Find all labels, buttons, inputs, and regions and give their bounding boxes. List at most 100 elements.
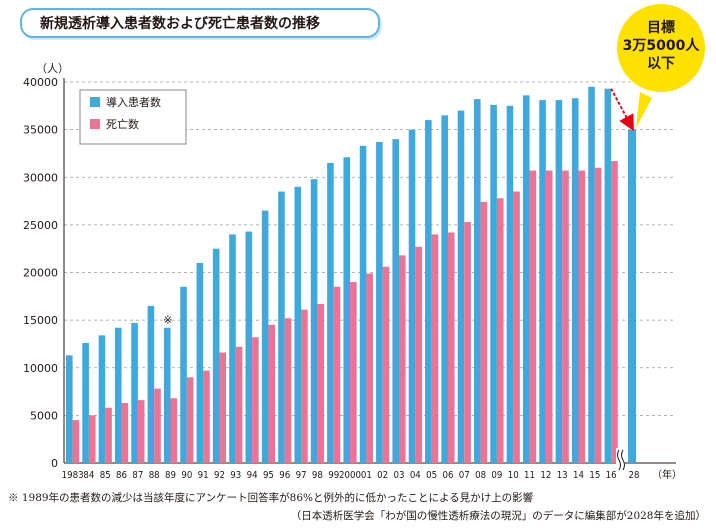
x-tick-label: 06 bbox=[442, 470, 453, 481]
bar-deaths bbox=[382, 266, 390, 463]
bar-deaths bbox=[594, 167, 602, 463]
bar-deaths bbox=[137, 400, 145, 463]
x-tick-label: 13 bbox=[557, 470, 568, 481]
y-tick-label: 35000 bbox=[23, 124, 58, 137]
bar-new-patients bbox=[261, 210, 269, 463]
bar-new-patients bbox=[571, 98, 579, 463]
bar-new-patients bbox=[343, 157, 351, 463]
bar-new-patients bbox=[98, 335, 106, 463]
x-tick-label: 97 bbox=[296, 470, 307, 481]
x-tick-label: 04 bbox=[410, 470, 421, 481]
bar-new-patients bbox=[163, 327, 171, 463]
x-tick-label: 01 bbox=[361, 470, 372, 481]
bar-deaths bbox=[219, 352, 227, 463]
bar-new-patients bbox=[82, 342, 89, 463]
bar-deaths bbox=[447, 232, 455, 463]
bar-deaths bbox=[496, 198, 504, 463]
y-tick-label: 5000 bbox=[30, 409, 58, 422]
y-tick-label: 40000 bbox=[23, 76, 58, 89]
bar-new-patients bbox=[212, 248, 220, 463]
callout-text: 以下 bbox=[647, 56, 675, 72]
axis-break-mark bbox=[617, 449, 621, 471]
bar-deaths bbox=[121, 402, 129, 463]
legend-swatch bbox=[90, 119, 100, 129]
bar-new-patients bbox=[522, 95, 530, 464]
y-tick-label: 20000 bbox=[23, 267, 58, 280]
title-box: 新規透析導入患者数および死亡患者数の推移 bbox=[20, 8, 380, 38]
annotation-mark: ※ bbox=[163, 314, 172, 327]
bar-deaths bbox=[235, 346, 243, 463]
x-tick-label: 94 bbox=[247, 470, 258, 481]
x-tick-label: 02 bbox=[377, 470, 388, 481]
bar-new-patients bbox=[588, 86, 595, 463]
bar-deaths bbox=[186, 377, 194, 463]
bar-deaths bbox=[268, 324, 276, 463]
y-tick-label: 15000 bbox=[23, 314, 58, 327]
bar-new-patients bbox=[147, 305, 155, 463]
bar-new-patients bbox=[327, 162, 334, 463]
x-tick-label: 08 bbox=[475, 470, 486, 481]
bar-new-patients bbox=[310, 179, 318, 463]
callout-text: 目標 bbox=[647, 19, 675, 36]
bar-new-patients bbox=[604, 88, 612, 463]
legend-swatch bbox=[90, 97, 100, 107]
legend-label: 死亡数 bbox=[106, 117, 139, 131]
x-tick-label: 95 bbox=[263, 470, 274, 481]
x-tick-label: 85 bbox=[100, 470, 111, 481]
bar-new-patients bbox=[294, 186, 302, 463]
x-tick-label: 84 bbox=[83, 470, 94, 481]
bar-new-patients bbox=[392, 139, 399, 463]
bar-new-patients bbox=[490, 104, 497, 464]
x-unit-label: （年） bbox=[652, 468, 682, 481]
bar-new-patients bbox=[539, 100, 546, 463]
x-tick-label: 98 bbox=[312, 470, 323, 481]
footnote: ※ 1989年の患者数の減少は当該年度にアンケート回答率が86%と例外的に低かっ… bbox=[8, 492, 534, 504]
bar-deaths bbox=[88, 415, 96, 463]
x-tick-label: 93 bbox=[230, 470, 241, 481]
bar-new-patients bbox=[408, 129, 416, 463]
x-tick-label: 1983 bbox=[62, 470, 84, 481]
bar-deaths bbox=[105, 407, 112, 463]
bar-deaths bbox=[399, 255, 406, 463]
bar-deaths bbox=[415, 246, 422, 463]
x-tick-label: 10 bbox=[508, 470, 519, 481]
x-tick-label: 92 bbox=[214, 470, 225, 481]
bar-new-patients bbox=[278, 191, 285, 463]
x-tick-label: 15 bbox=[589, 470, 600, 481]
bar-new-patients bbox=[441, 115, 448, 464]
bar-deaths bbox=[154, 388, 161, 463]
bar-new-patients bbox=[457, 110, 465, 463]
bar-deaths bbox=[611, 161, 618, 463]
bar-new-patients bbox=[376, 142, 383, 463]
y-tick-label: 0 bbox=[51, 457, 58, 470]
bar-new-patients bbox=[474, 99, 481, 464]
source-note: （日本透析医学会「わが国の慢性透析療法の現況」のデータに編集部が2028年を追加… bbox=[290, 510, 706, 522]
legend-label: 導入患者数 bbox=[106, 95, 161, 109]
bar-deaths bbox=[317, 303, 324, 463]
callout-text: 3万5000人 bbox=[623, 37, 701, 54]
callout-pointer bbox=[636, 92, 652, 128]
bar-new-patients bbox=[425, 120, 432, 463]
bar-new-patients bbox=[506, 105, 514, 463]
target-arrow bbox=[610, 88, 634, 132]
bar-deaths bbox=[252, 337, 259, 463]
bar-deaths bbox=[578, 170, 586, 463]
x-tick-label: 96 bbox=[279, 470, 290, 481]
bar-deaths bbox=[301, 309, 308, 463]
x-tick-label: 12 bbox=[540, 470, 551, 481]
x-tick-label: 99 bbox=[328, 470, 339, 481]
axis-break-mark bbox=[621, 449, 625, 471]
x-tick-label: 09 bbox=[491, 470, 502, 481]
y-tick-label: 25000 bbox=[23, 219, 58, 232]
x-tick-label: 87 bbox=[132, 470, 143, 481]
bar-deaths bbox=[333, 286, 341, 463]
chart-title: 新規透析導入患者数および死亡患者数の推移 bbox=[40, 16, 320, 32]
x-tick-label: 03 bbox=[394, 470, 405, 481]
x-tick-label: 11 bbox=[524, 470, 535, 481]
x-tick-label: 2000 bbox=[339, 470, 361, 481]
bar-new-patients bbox=[114, 327, 122, 463]
bar-deaths bbox=[464, 222, 471, 463]
bar-new-patients bbox=[555, 100, 563, 463]
bar-new-patients bbox=[66, 355, 73, 463]
bar-new-patients bbox=[180, 286, 187, 463]
